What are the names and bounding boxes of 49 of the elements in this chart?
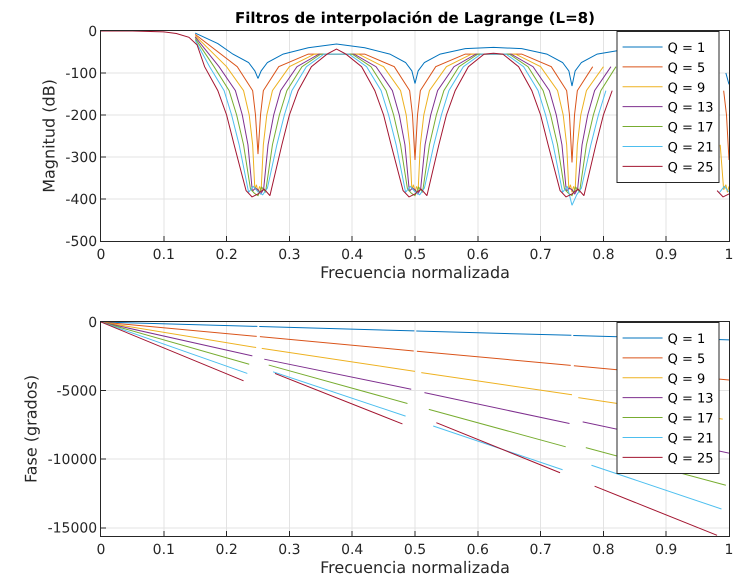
x-tick-label: 0.5 (404, 542, 426, 558)
x-tick-label: 0.2 (215, 542, 238, 558)
x-tick-label: 0.6 (466, 246, 490, 263)
legend-label: Q = 13 (668, 100, 714, 116)
y-tick-label: -200 (65, 108, 98, 124)
x-tick-label: 0.3 (278, 542, 301, 558)
x-tick-label: 0.6 (466, 542, 490, 558)
x-tick-label: 0.1 (152, 246, 175, 263)
y-tick-label: 0 (88, 314, 98, 331)
y-tick-label: -15000 (48, 520, 98, 537)
y-tick-label: -5000 (56, 383, 98, 400)
x-tick-label: 0.8 (592, 542, 615, 558)
x-tick-label: 0.5 (404, 246, 426, 263)
legend-label: Q = 5 (668, 60, 706, 76)
x-tick-label: 1 (724, 246, 734, 263)
legend-label: Q = 17 (668, 412, 714, 427)
y-tick-label: -500 (65, 234, 98, 250)
y-axis-title: Magnitud (dB) (39, 79, 58, 193)
x-tick-label: 0.4 (341, 542, 364, 558)
legend-label: Q = 17 (668, 120, 714, 136)
y-tick-label: -100 (65, 66, 98, 82)
y-tick-label: -300 (65, 150, 98, 166)
series-label: Q = 1 (668, 332, 706, 348)
x-tick-label: 0.9 (655, 246, 678, 263)
x-tick-label: 0.7 (529, 246, 552, 263)
x-tick-label: 0.4 (341, 246, 364, 263)
legend-label: Q = 21 (668, 140, 714, 156)
legend-label: Q = 21 (668, 432, 714, 447)
x-tick-label: 1 (724, 542, 734, 558)
x-axis-title: Frecuencia normalizada (320, 262, 510, 282)
y-axis-title: Fase (grados) (22, 374, 41, 484)
legend-label: Q = 25 (668, 451, 714, 466)
y-tick-label: 0 (88, 24, 98, 40)
y-tick-label: -10000 (48, 452, 98, 468)
x-axis-title: Frecuencia normalizada (320, 558, 510, 577)
x-tick-label: 0.9 (655, 542, 678, 558)
legend-label: Q = 13 (668, 392, 714, 407)
x-tick-label: 0.7 (529, 542, 552, 558)
x-tick-label: 0.1 (152, 542, 175, 558)
legend-label: Q = 9 (668, 372, 706, 387)
y-tick-label: -400 (65, 192, 98, 208)
legend-label: Q = 1 (668, 41, 706, 56)
legend-label: Q = 5 (668, 352, 706, 367)
x-tick-label: 0.8 (592, 246, 615, 263)
chart-title: Filtros de interpolación de Lagrange (L=8) (235, 9, 595, 27)
x-tick-label: 0.3 (278, 246, 301, 263)
x-tick-label: 0.2 (215, 246, 238, 263)
legend-label: Q = 25 (668, 160, 714, 176)
legend-label: Q = 9 (668, 80, 706, 96)
